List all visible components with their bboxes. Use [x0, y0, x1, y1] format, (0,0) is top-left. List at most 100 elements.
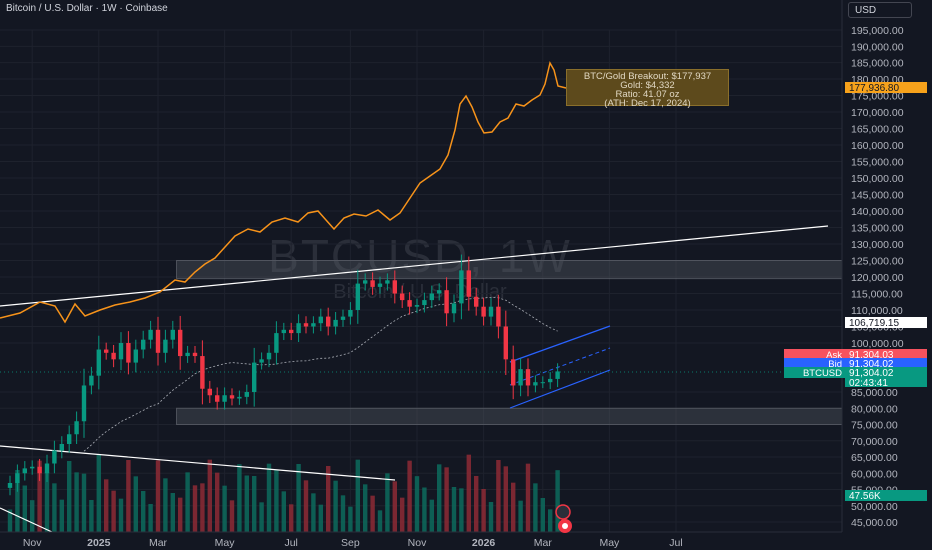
y-tick-label: 145,000.00: [851, 190, 904, 202]
candle: [81, 385, 87, 422]
candle: [252, 362, 257, 392]
volume-bar: [348, 506, 353, 532]
y-tick-label: 190,000.00: [851, 41, 904, 53]
volume-bar: [503, 466, 508, 532]
candle: [511, 359, 516, 386]
price-tag-value: 106,719.15: [849, 318, 899, 329]
volume-bar: [363, 484, 368, 532]
x-tick-label: Jul: [284, 537, 297, 549]
earnings-icon[interactable]: [555, 504, 571, 520]
price-tag-bg: [845, 490, 927, 501]
candle: [555, 371, 560, 379]
candle: [289, 329, 294, 334]
price-tag-bg: [845, 82, 927, 93]
x-tick-label: Mar: [149, 537, 168, 549]
price-tag-bg: [845, 358, 927, 369]
candle: [355, 283, 360, 310]
resistance-trendline: [0, 225, 829, 307]
volume-bar: [37, 460, 42, 532]
candle: [111, 352, 116, 360]
volume-bar: [281, 491, 286, 532]
candle: [118, 343, 124, 360]
volume-bar: [133, 476, 138, 532]
candle: [451, 303, 457, 314]
volume-bar: [518, 500, 523, 532]
volume-bar: [548, 509, 553, 532]
volume-bar: [178, 497, 183, 532]
candle: [326, 316, 331, 327]
volume-bar: [111, 490, 116, 532]
volume-bar: [407, 460, 412, 532]
volume-bar: [370, 495, 375, 532]
volume-bar: [52, 483, 57, 532]
candle: [141, 339, 146, 350]
price-tag: 47.56K: [845, 490, 927, 502]
volume-bar: [511, 482, 516, 532]
candle: [126, 343, 131, 363]
price-axis[interactable]: 195,000.00190,000.00185,000.00180,000.00…: [841, 0, 904, 532]
price-tag: 177,936.80: [845, 82, 927, 94]
grid: [0, 29, 842, 532]
candle: [215, 395, 220, 402]
flag-icon: [562, 523, 568, 529]
candle: [385, 280, 390, 284]
x-tick-label: 2025: [87, 537, 111, 549]
candle: [244, 392, 249, 397]
y-tick-label: 150,000.00: [851, 173, 904, 185]
currency-select[interactable]: USD: [848, 2, 912, 18]
moving-average-line: [83, 296, 558, 452]
volume-bar: [15, 470, 20, 532]
annotation-line: Ratio: 41.07 oz: [615, 89, 680, 100]
volume-bar: [170, 493, 175, 532]
btc-gold-annotation: BTC/Gold Breakout: $177,937 Gold: $4,332…: [566, 69, 729, 108]
candle: [311, 323, 316, 327]
volume-bar: [392, 481, 397, 532]
volume-bar: [104, 479, 109, 532]
support-zone: [176, 407, 843, 425]
time-axis[interactable]: Nov 2025 Mar May Jul Sep Nov 2026 Mar May Jul: [0, 531, 842, 549]
candle: [178, 329, 183, 357]
volume-bar: [429, 499, 434, 532]
volume-bar: [30, 500, 35, 532]
volume-bar: [296, 464, 301, 532]
candle: [163, 339, 168, 353]
price-tag-bg: [845, 367, 927, 387]
candle: [525, 369, 531, 386]
volume-bar: [200, 483, 205, 532]
volume-bar: [326, 466, 331, 532]
y-tick-label: 185,000.00: [851, 58, 904, 70]
y-tick-label: 60,000.00: [851, 468, 898, 480]
candle: [400, 293, 405, 301]
y-tick-label: 120,000.00: [851, 272, 904, 284]
y-tick-label: 130,000.00: [851, 239, 904, 251]
volume-bar: [311, 493, 316, 532]
candle: [170, 329, 175, 340]
volume-bar: [355, 459, 360, 532]
volume-bar: [89, 500, 94, 532]
y-tick-label: 100,000.00: [851, 338, 904, 350]
symbol-title[interactable]: Bitcoin / U.S. Dollar · 1W · Coinbase: [6, 3, 168, 14]
price-tag-label-bg: [784, 367, 845, 378]
x-tick-label: Sep: [341, 537, 360, 549]
volume-bar: [385, 473, 390, 532]
candle: [481, 306, 486, 317]
volume-bar: [44, 472, 50, 532]
candle: [296, 323, 301, 334]
volume-bar: [163, 478, 168, 532]
candle: [496, 306, 501, 327]
volume-bar: [422, 487, 427, 532]
volume-bar: [474, 476, 479, 532]
volume-bar: [244, 475, 249, 532]
candle: [363, 280, 368, 284]
x-tick-label: Jul: [669, 537, 682, 549]
candle: [429, 293, 434, 301]
candle: [59, 444, 64, 451]
candle: [392, 280, 397, 294]
candle: [259, 359, 264, 363]
y-tick-label: 160,000.00: [851, 140, 904, 152]
volume-bar: [451, 487, 457, 532]
candle: [266, 352, 272, 360]
volume-bar: [252, 476, 257, 532]
